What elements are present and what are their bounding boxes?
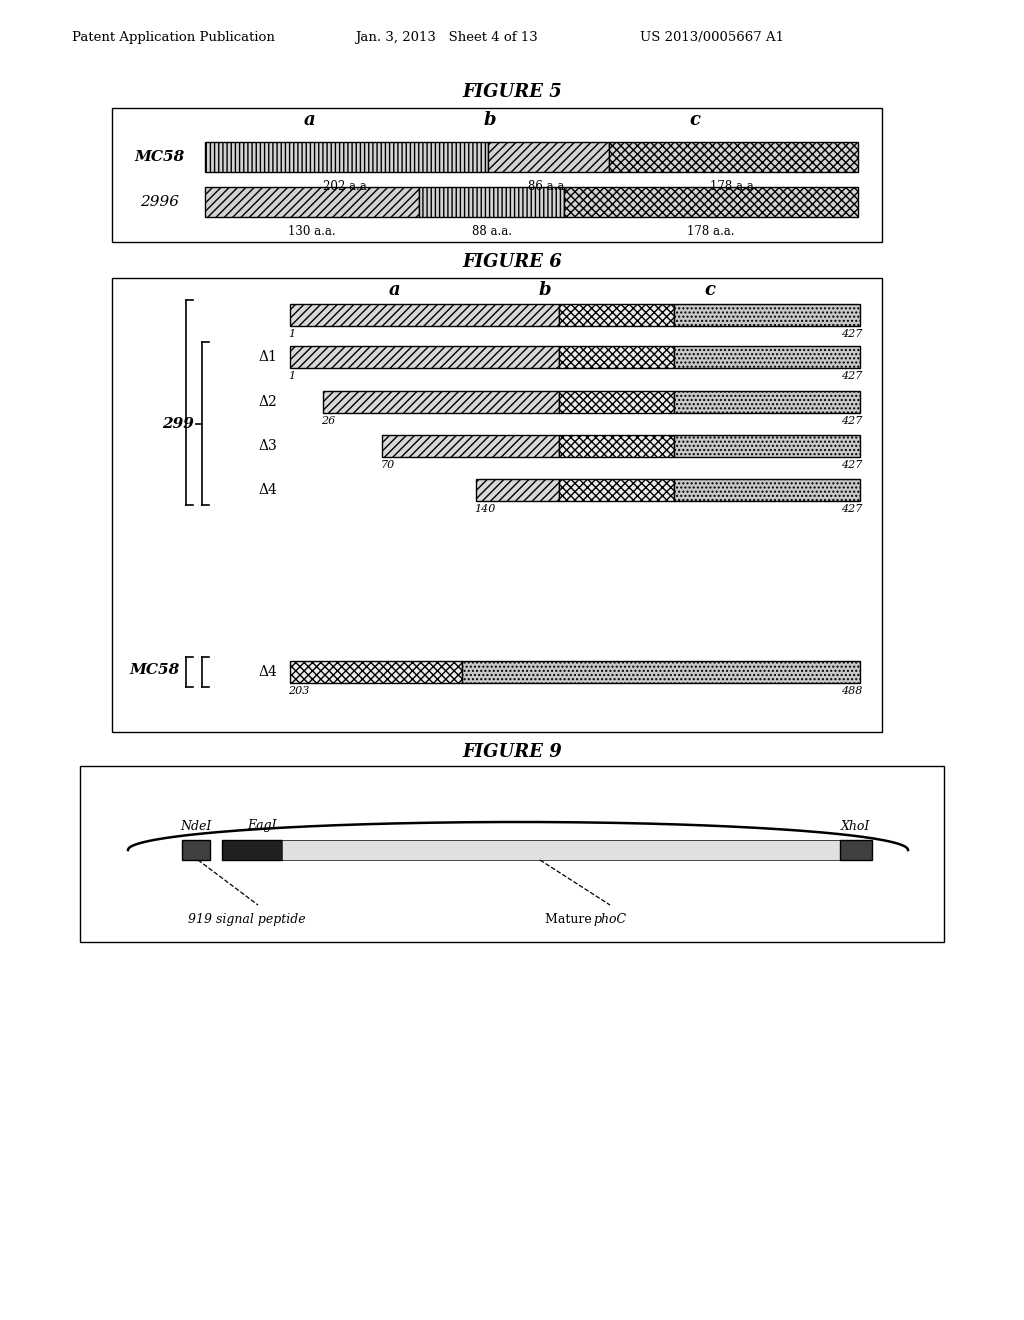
Text: 70: 70	[380, 459, 394, 470]
Text: XhoI: XhoI	[842, 820, 870, 833]
Bar	[205, 187, 420, 216]
Text: b: b	[539, 281, 551, 300]
Text: 488: 488	[841, 686, 862, 696]
Text: 427: 427	[841, 459, 862, 470]
Text: c: c	[689, 111, 700, 129]
Text: Δ1: Δ1	[259, 350, 278, 364]
Text: 427: 427	[841, 504, 862, 513]
Text: 140: 140	[474, 504, 496, 513]
Bar	[674, 436, 860, 457]
Bar	[674, 391, 860, 413]
Text: Mature: Mature	[545, 913, 596, 927]
Text: c: c	[705, 281, 716, 300]
Bar	[324, 391, 559, 413]
Text: 86 a.a.: 86 a.a.	[528, 180, 568, 193]
Text: Δ4: Δ4	[259, 665, 278, 678]
Text: 178 a.a.: 178 a.a.	[710, 180, 757, 193]
Bar	[674, 304, 860, 326]
Text: Jan. 3, 2013   Sheet 4 of 13: Jan. 3, 2013 Sheet 4 of 13	[355, 32, 538, 45]
Text: 427: 427	[841, 329, 862, 339]
Bar	[564, 187, 858, 216]
Text: FIGURE 9: FIGURE 9	[462, 743, 562, 762]
Text: FIGURE 6: FIGURE 6	[462, 253, 562, 271]
Text: MC58: MC58	[130, 663, 180, 677]
Bar	[222, 840, 282, 861]
Text: 202 a.a.: 202 a.a.	[323, 180, 371, 193]
Text: Patent Application Publication: Patent Application Publication	[72, 32, 274, 45]
Bar	[559, 479, 674, 502]
Text: a: a	[304, 111, 315, 129]
Bar	[182, 840, 210, 861]
Bar	[112, 279, 882, 733]
Bar	[112, 108, 882, 242]
Text: US 2013/0005667 A1: US 2013/0005667 A1	[640, 32, 784, 45]
Bar	[420, 187, 564, 216]
Text: 1: 1	[288, 371, 295, 381]
Text: MC58: MC58	[135, 150, 185, 164]
Bar	[80, 766, 944, 942]
Text: 1: 1	[288, 329, 295, 339]
Bar	[282, 840, 840, 861]
Bar	[559, 346, 674, 368]
Text: 2996: 2996	[140, 195, 179, 209]
Text: 178 a.a.: 178 a.a.	[687, 224, 735, 238]
Bar	[840, 840, 872, 861]
Text: a: a	[389, 281, 400, 300]
Bar	[559, 304, 674, 326]
Text: b: b	[483, 111, 497, 129]
Bar	[462, 661, 860, 682]
Bar	[674, 479, 860, 502]
Bar	[608, 143, 858, 172]
Text: 130 a.a.: 130 a.a.	[289, 224, 336, 238]
Bar	[205, 143, 488, 172]
Text: phoC: phoC	[593, 913, 626, 927]
Text: 88 a.a.: 88 a.a.	[472, 224, 512, 238]
Text: EagI: EagI	[247, 820, 276, 833]
Text: 427: 427	[841, 371, 862, 381]
Bar	[290, 661, 462, 682]
Bar	[559, 436, 674, 457]
Text: NdeI: NdeI	[180, 820, 212, 833]
Text: 203: 203	[288, 686, 309, 696]
Text: Δ2: Δ2	[259, 395, 278, 409]
Bar	[290, 304, 559, 326]
Bar	[382, 436, 559, 457]
Bar	[488, 143, 608, 172]
Text: 919 signal peptide: 919 signal peptide	[188, 913, 305, 927]
Bar	[476, 479, 559, 502]
Text: 26: 26	[322, 416, 336, 426]
Text: Δ4: Δ4	[259, 483, 278, 498]
Text: 427: 427	[841, 416, 862, 426]
Bar	[290, 346, 559, 368]
Bar	[559, 391, 674, 413]
Text: FIGURE 5: FIGURE 5	[462, 83, 562, 102]
Text: Δ3: Δ3	[259, 440, 278, 453]
Text: 299: 299	[162, 417, 194, 430]
Bar	[674, 346, 860, 368]
